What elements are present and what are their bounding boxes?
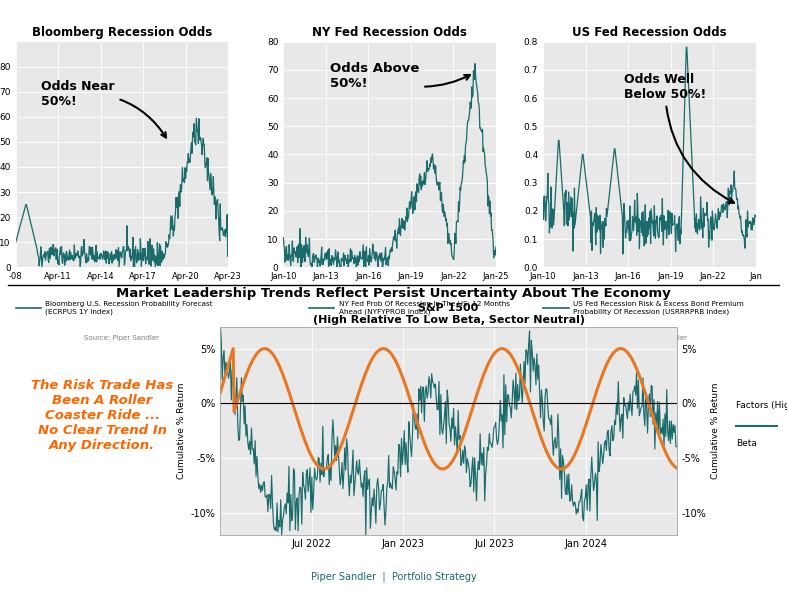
Text: Odds Near
50%!: Odds Near 50%!: [41, 80, 166, 138]
Text: Odds Above
50%!: Odds Above 50%!: [330, 62, 470, 90]
Title: S&P 1500
(High Relative To Low Beta, Sector Neutral): S&P 1500 (High Relative To Low Beta, Sec…: [312, 303, 585, 324]
Y-axis label: Cumulative % Return: Cumulative % Return: [177, 383, 187, 479]
Text: Source: Piper Sandler: Source: Piper Sandler: [611, 335, 687, 341]
Text: Source: Piper Sandler: Source: Piper Sandler: [84, 335, 160, 341]
Text: Bloomberg U.S. Recession Probability Forecast
(ECRPUS 1Y Index): Bloomberg U.S. Recession Probability For…: [46, 301, 213, 315]
Text: Piper Sandler  |  Portfolio Strategy: Piper Sandler | Portfolio Strategy: [311, 571, 476, 582]
Text: Factors (High to Low): Factors (High to Low): [736, 401, 787, 410]
Text: US Fed Recession Risk & Excess Bond Premium
Probability Of Recession (USRRRPRB I: US Fed Recession Risk & Excess Bond Prem…: [573, 301, 744, 315]
Text: NY Fed Prob Of Recession In The US; 12 Months
Ahead (NYFYPROB Index): NY Fed Prob Of Recession In The US; 12 M…: [338, 301, 509, 315]
Text: Market Leadership Trends Reflect Persist Uncertainty About The Economy: Market Leadership Trends Reflect Persist…: [116, 287, 671, 300]
Y-axis label: Cumulative % Return: Cumulative % Return: [711, 383, 720, 479]
Title: NY Fed Recession Odds: NY Fed Recession Odds: [312, 26, 467, 39]
Text: The Risk Trade Has
Been A Roller
Coaster Ride ...
No Clear Trend In
Any Directio: The Risk Trade Has Been A Roller Coaster…: [31, 380, 173, 452]
Text: Beta: Beta: [736, 438, 757, 448]
Text: Odds Well
Below 50%!: Odds Well Below 50%!: [624, 73, 734, 203]
Title: Bloomberg Recession Odds: Bloomberg Recession Odds: [31, 26, 212, 39]
Text: Source: Piper Sandler: Source: Piper Sandler: [352, 335, 427, 341]
Title: US Fed Recession Odds: US Fed Recession Odds: [572, 26, 726, 39]
